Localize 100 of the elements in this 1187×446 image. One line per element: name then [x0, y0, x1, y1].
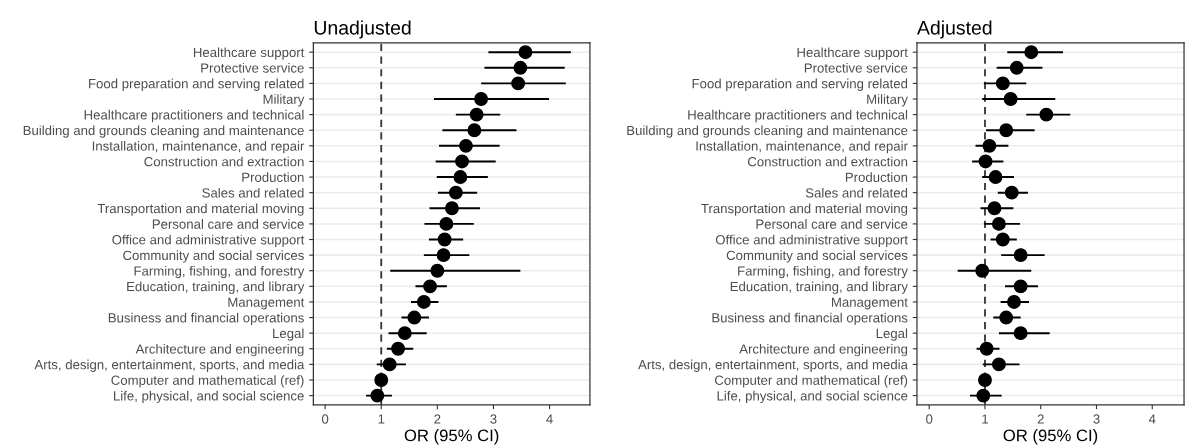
y-tick-label: Education, training, and library [730, 281, 908, 294]
point [991, 357, 1006, 372]
y-tick-label: Production [242, 172, 304, 182]
y-tick-label: Building and grounds cleaning and maintenance [627, 125, 908, 138]
x-tick-label: 4 [546, 414, 553, 424]
y-tick-label: Construction and extraction [144, 156, 304, 167]
y-tick-label: Life, physical, and social science [717, 390, 908, 404]
x-tick-label: 0 [926, 414, 933, 424]
point [1013, 248, 1028, 263]
chart-title: Unadjusted [314, 20, 411, 39]
y-tick-label: Arts, design, entertainment, sports, and media [638, 359, 908, 372]
point [1004, 185, 1019, 200]
point [444, 201, 459, 216]
y-tick-label: Computer and mathematical (ref) [111, 375, 304, 388]
x-tick-label: 3 [1093, 414, 1100, 424]
point [430, 263, 445, 278]
point [1003, 92, 1018, 106]
chart-title: Adjusted [917, 20, 992, 39]
point [437, 232, 452, 247]
point [513, 60, 528, 75]
point [459, 138, 473, 153]
y-tick-label: Transportation and material moving [97, 203, 304, 216]
point [423, 279, 438, 294]
x-tick-label: 2 [434, 414, 441, 424]
y-tick-label: Life, physical, and social science [114, 390, 304, 404]
y-tick-label: Farming, fishing, and forestry [738, 265, 908, 279]
y-tick-label: Farming, fishing, and forestry [134, 265, 305, 279]
y-tick-label: Sales and related [805, 187, 908, 198]
y-tick-label: Community and social services [123, 250, 304, 263]
y-tick-label: Education, training, and library [127, 281, 305, 294]
y-tick-label: Office and administrative support [715, 234, 908, 248]
point [1024, 45, 1039, 60]
x-axis-title: OR (95% CI) [1003, 429, 1098, 445]
y-tick-label: Community and social services [726, 250, 908, 263]
y-tick-label: Management [832, 297, 908, 310]
y-tick-label: Protective service [201, 63, 304, 73]
y-tick-label: Architecture and engineering [739, 343, 908, 357]
point [1009, 60, 1024, 75]
y-tick-label: Arts, design, entertainment, sports, and media [34, 359, 305, 372]
x-tick-label: 0 [322, 414, 329, 424]
point [474, 92, 489, 106]
y-tick-label: Legal [876, 328, 908, 341]
y-tick-label: Office and administrative support [112, 234, 305, 248]
point [407, 310, 422, 325]
point [467, 123, 482, 138]
x-axis-title: OR (95% CI) [404, 429, 499, 445]
point [978, 154, 993, 169]
y-tick-label: Installation, maintenance, and repair [696, 141, 908, 154]
x-tick-label: 3 [490, 414, 497, 424]
y-tick-label: Production [845, 172, 908, 182]
point [995, 76, 1010, 91]
y-tick-label: Transportation and material moving [701, 203, 908, 216]
point [518, 45, 533, 60]
y-tick-label: Legal [273, 328, 304, 341]
point [391, 341, 406, 356]
y-tick-label: Protective service [804, 63, 908, 73]
y-tick-label: Architecture and engineering [135, 343, 304, 357]
point [1039, 107, 1054, 122]
y-tick-label: Military [867, 94, 908, 107]
y-tick-label: Business and financial operations [108, 312, 304, 326]
point [382, 357, 397, 372]
point [995, 232, 1010, 247]
point [999, 123, 1014, 138]
point [976, 388, 991, 403]
point [448, 185, 463, 200]
point [982, 138, 997, 153]
point [511, 76, 526, 91]
point [370, 388, 385, 403]
point [1013, 326, 1028, 341]
point [453, 170, 468, 185]
point [979, 341, 994, 356]
x-tick-label: 2 [1037, 414, 1044, 424]
y-tick-label: Personal care and service [152, 219, 304, 229]
point [999, 310, 1014, 325]
y-tick-label: Food preparation and serving related [692, 78, 908, 91]
point [439, 216, 454, 231]
point [416, 294, 431, 309]
y-tick-label: Business and financial operations [712, 312, 908, 326]
point [988, 170, 1003, 185]
y-tick-label: Management [228, 297, 305, 310]
point [469, 107, 484, 122]
point [1007, 294, 1021, 309]
y-tick-label: Food preparation and serving related [89, 78, 304, 91]
y-tick-label: Building and grounds cleaning and maintenance [23, 125, 304, 138]
point [455, 154, 469, 169]
y-tick-label: Computer and mathematical (ref) [715, 375, 908, 388]
y-tick-label: Healthcare practitioners and technical [688, 109, 908, 123]
y-tick-label: Healthcare practitioners and technical [84, 109, 304, 123]
y-tick-label: Installation, maintenance, and repair [92, 141, 305, 154]
point [374, 373, 389, 387]
y-tick-label: Sales and related [202, 187, 304, 198]
point [978, 373, 992, 387]
x-tick-label: 1 [378, 414, 385, 424]
y-tick-label: Personal care and service [756, 219, 908, 229]
point [436, 248, 451, 263]
x-tick-label: 4 [1148, 414, 1156, 424]
point [987, 201, 1002, 216]
y-tick-label: Healthcare support [797, 47, 908, 60]
y-tick-label: Military [263, 94, 305, 107]
x-tick-label: 1 [982, 414, 989, 424]
